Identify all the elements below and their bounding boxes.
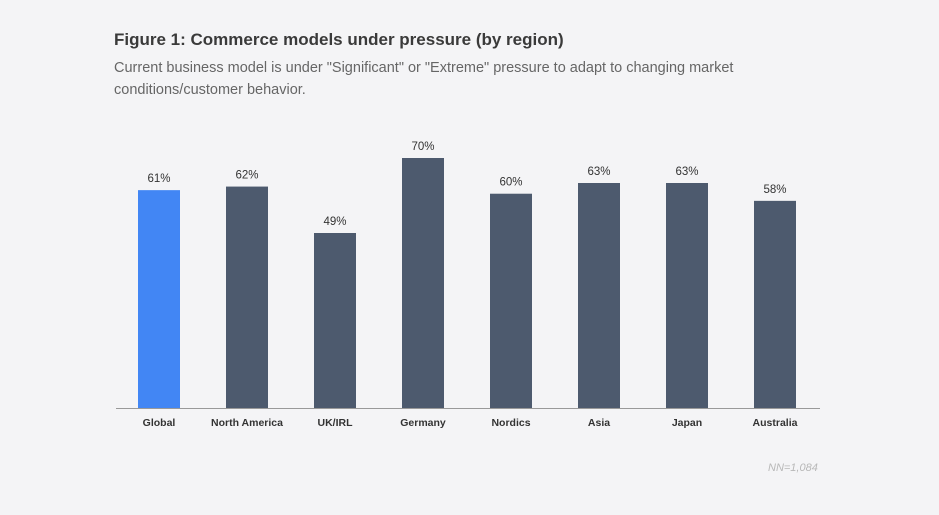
bar xyxy=(226,186,268,408)
sample-size-note: NN=1,084 xyxy=(768,462,818,474)
x-tick-label: Global xyxy=(143,417,176,429)
bar xyxy=(138,190,180,408)
data-label: 63% xyxy=(587,166,610,178)
x-tick-label: Australia xyxy=(753,417,798,429)
x-tick-label: UK/IRL xyxy=(318,417,354,429)
x-tick-label: Japan xyxy=(672,417,702,429)
data-label: 70% xyxy=(411,141,434,153)
data-label: 58% xyxy=(763,184,786,196)
bar xyxy=(666,183,708,408)
bar xyxy=(578,183,620,408)
chart-title: Figure 1: Commerce models under pressure… xyxy=(114,30,564,49)
bar xyxy=(490,193,532,408)
data-label: 49% xyxy=(323,216,346,228)
data-label: 63% xyxy=(675,166,698,178)
x-tick-label: North America xyxy=(211,417,283,429)
bar xyxy=(402,158,444,408)
chart-subtitle: Current business model is under "Signifi… xyxy=(114,60,734,98)
data-label: 61% xyxy=(147,173,170,185)
x-tick-label: Germany xyxy=(400,417,446,429)
x-tick-label: Nordics xyxy=(491,417,530,429)
bar xyxy=(314,233,356,408)
x-tick-label: Asia xyxy=(588,417,610,429)
data-label: 60% xyxy=(499,177,522,189)
data-label: 62% xyxy=(235,170,258,182)
bar xyxy=(754,200,796,408)
